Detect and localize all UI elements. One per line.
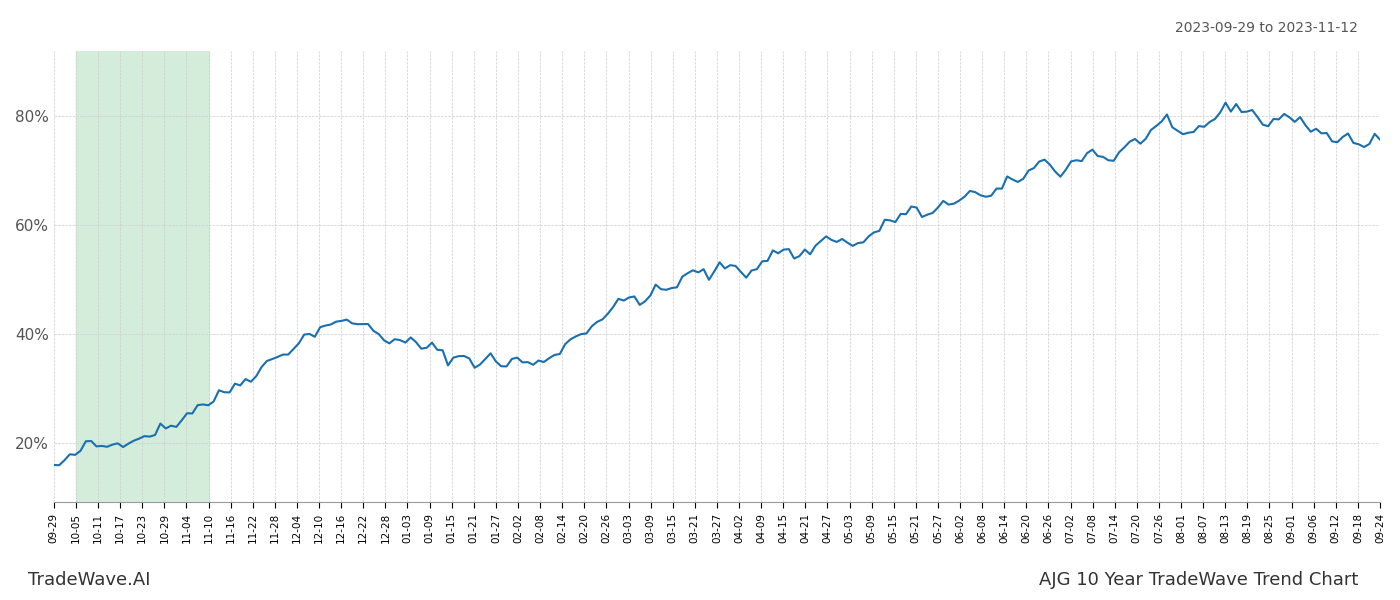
Text: 2023-09-29 to 2023-11-12: 2023-09-29 to 2023-11-12: [1175, 21, 1358, 35]
Text: AJG 10 Year TradeWave Trend Chart: AJG 10 Year TradeWave Trend Chart: [1039, 571, 1358, 589]
Text: TradeWave.AI: TradeWave.AI: [28, 571, 151, 589]
Bar: [76, 51, 209, 502]
